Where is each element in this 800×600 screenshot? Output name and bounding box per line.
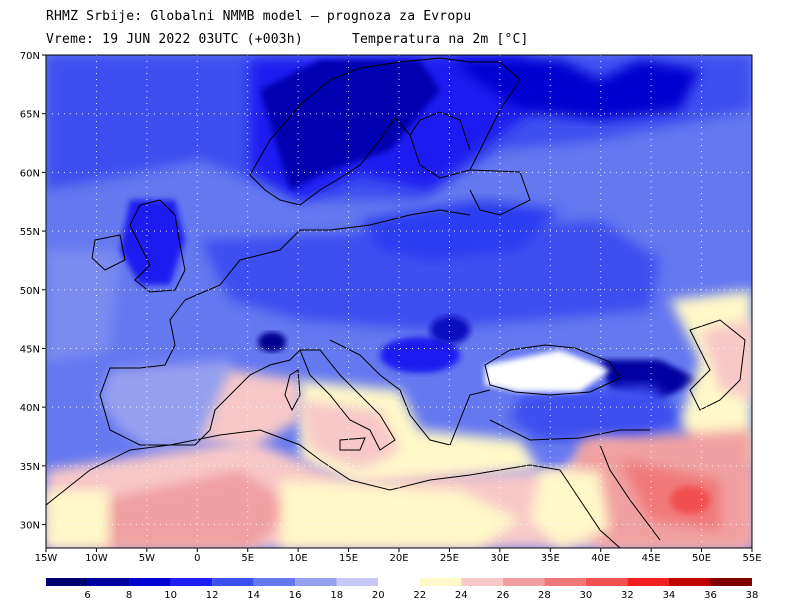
legend-swatch (419, 578, 462, 586)
x-tick-label: 30E (490, 553, 509, 564)
y-tick-label: 40N (20, 403, 40, 414)
legend-swatch (585, 578, 628, 586)
x-tick-label: 15W (35, 553, 58, 564)
legend-swatch (668, 578, 711, 586)
legend-swatch (129, 578, 171, 586)
y-tick-label: 45N (20, 344, 40, 355)
x-tick-label: 55E (742, 553, 761, 564)
legend-label: 38 (746, 590, 759, 600)
axis-ticks: 15W 10W 5W 0 5E 10E 15E 20E 25E 30E 35E 40E 45E 50E 55… (20, 51, 762, 564)
legend-swatch (46, 578, 88, 586)
color-legend: 6 8 10 12 14 16 18 20 22 24 26 28 30 32 34 36 38 (46, 578, 758, 600)
legend-label: 24 (455, 590, 468, 600)
x-tick-label: 50E (692, 553, 711, 564)
y-tick-label: 60N (20, 168, 40, 179)
x-tick-label: 20E (389, 553, 408, 564)
x-tick-label: 5W (139, 553, 155, 564)
legend-label: 30 (580, 590, 593, 600)
y-tick-label: 35N (20, 462, 40, 473)
x-tick-label: 10E (289, 553, 308, 564)
legend-swatch (544, 578, 586, 586)
y-tick-label: 55N (20, 227, 40, 238)
legend-label: 28 (538, 590, 551, 600)
legend-swatch (378, 578, 420, 586)
legend-swatch (502, 578, 545, 586)
x-tick-label: 0 (194, 553, 200, 564)
graticule (46, 55, 752, 548)
map-title: RHMZ Srbije: Globalni NMMB model — progn… (46, 9, 472, 24)
x-tick-label: 5E (241, 553, 254, 564)
legend-swatch (295, 578, 337, 586)
legend-label: 34 (663, 590, 676, 600)
x-tick-label: 45E (642, 553, 661, 564)
legend-label: 32 (621, 590, 634, 600)
x-tick-label: 25E (440, 553, 459, 564)
legend-swatch (627, 578, 669, 586)
forecast-time: Vreme: 19 JUN 2022 03UTC (+003h) (46, 32, 303, 47)
legend-label: 10 (164, 590, 177, 600)
legend-label: 16 (289, 590, 302, 600)
legend-label: 12 (206, 590, 219, 600)
legend-label: 18 (330, 590, 343, 600)
legend-label: 36 (704, 590, 717, 600)
y-tick-label: 70N (20, 51, 40, 62)
y-tick-label: 65N (20, 110, 40, 121)
legend-swatch (461, 578, 503, 586)
x-tick-label: 40E (591, 553, 610, 564)
legend-label: 6 (84, 590, 90, 600)
legend-swatch (253, 578, 296, 586)
coastlines (46, 57, 746, 548)
legend-label: 22 (413, 590, 426, 600)
y-tick-label: 50N (20, 286, 40, 297)
legend-swatch (170, 578, 213, 586)
x-tick-label: 10W (85, 553, 108, 564)
y-tick-label: 30N (20, 521, 40, 532)
legend-label: 14 (247, 590, 260, 600)
legend-swatch (710, 578, 752, 586)
variable-label: Temperatura na 2m [°C] (352, 32, 529, 47)
legend-label: 8 (126, 590, 132, 600)
legend-swatch (212, 578, 254, 586)
legend-swatch (87, 578, 130, 586)
legend-label: 26 (496, 590, 509, 600)
legend-label: 20 (372, 590, 385, 600)
legend-swatch (336, 578, 379, 586)
x-tick-label: 35E (541, 553, 560, 564)
x-tick-label: 15E (339, 553, 358, 564)
